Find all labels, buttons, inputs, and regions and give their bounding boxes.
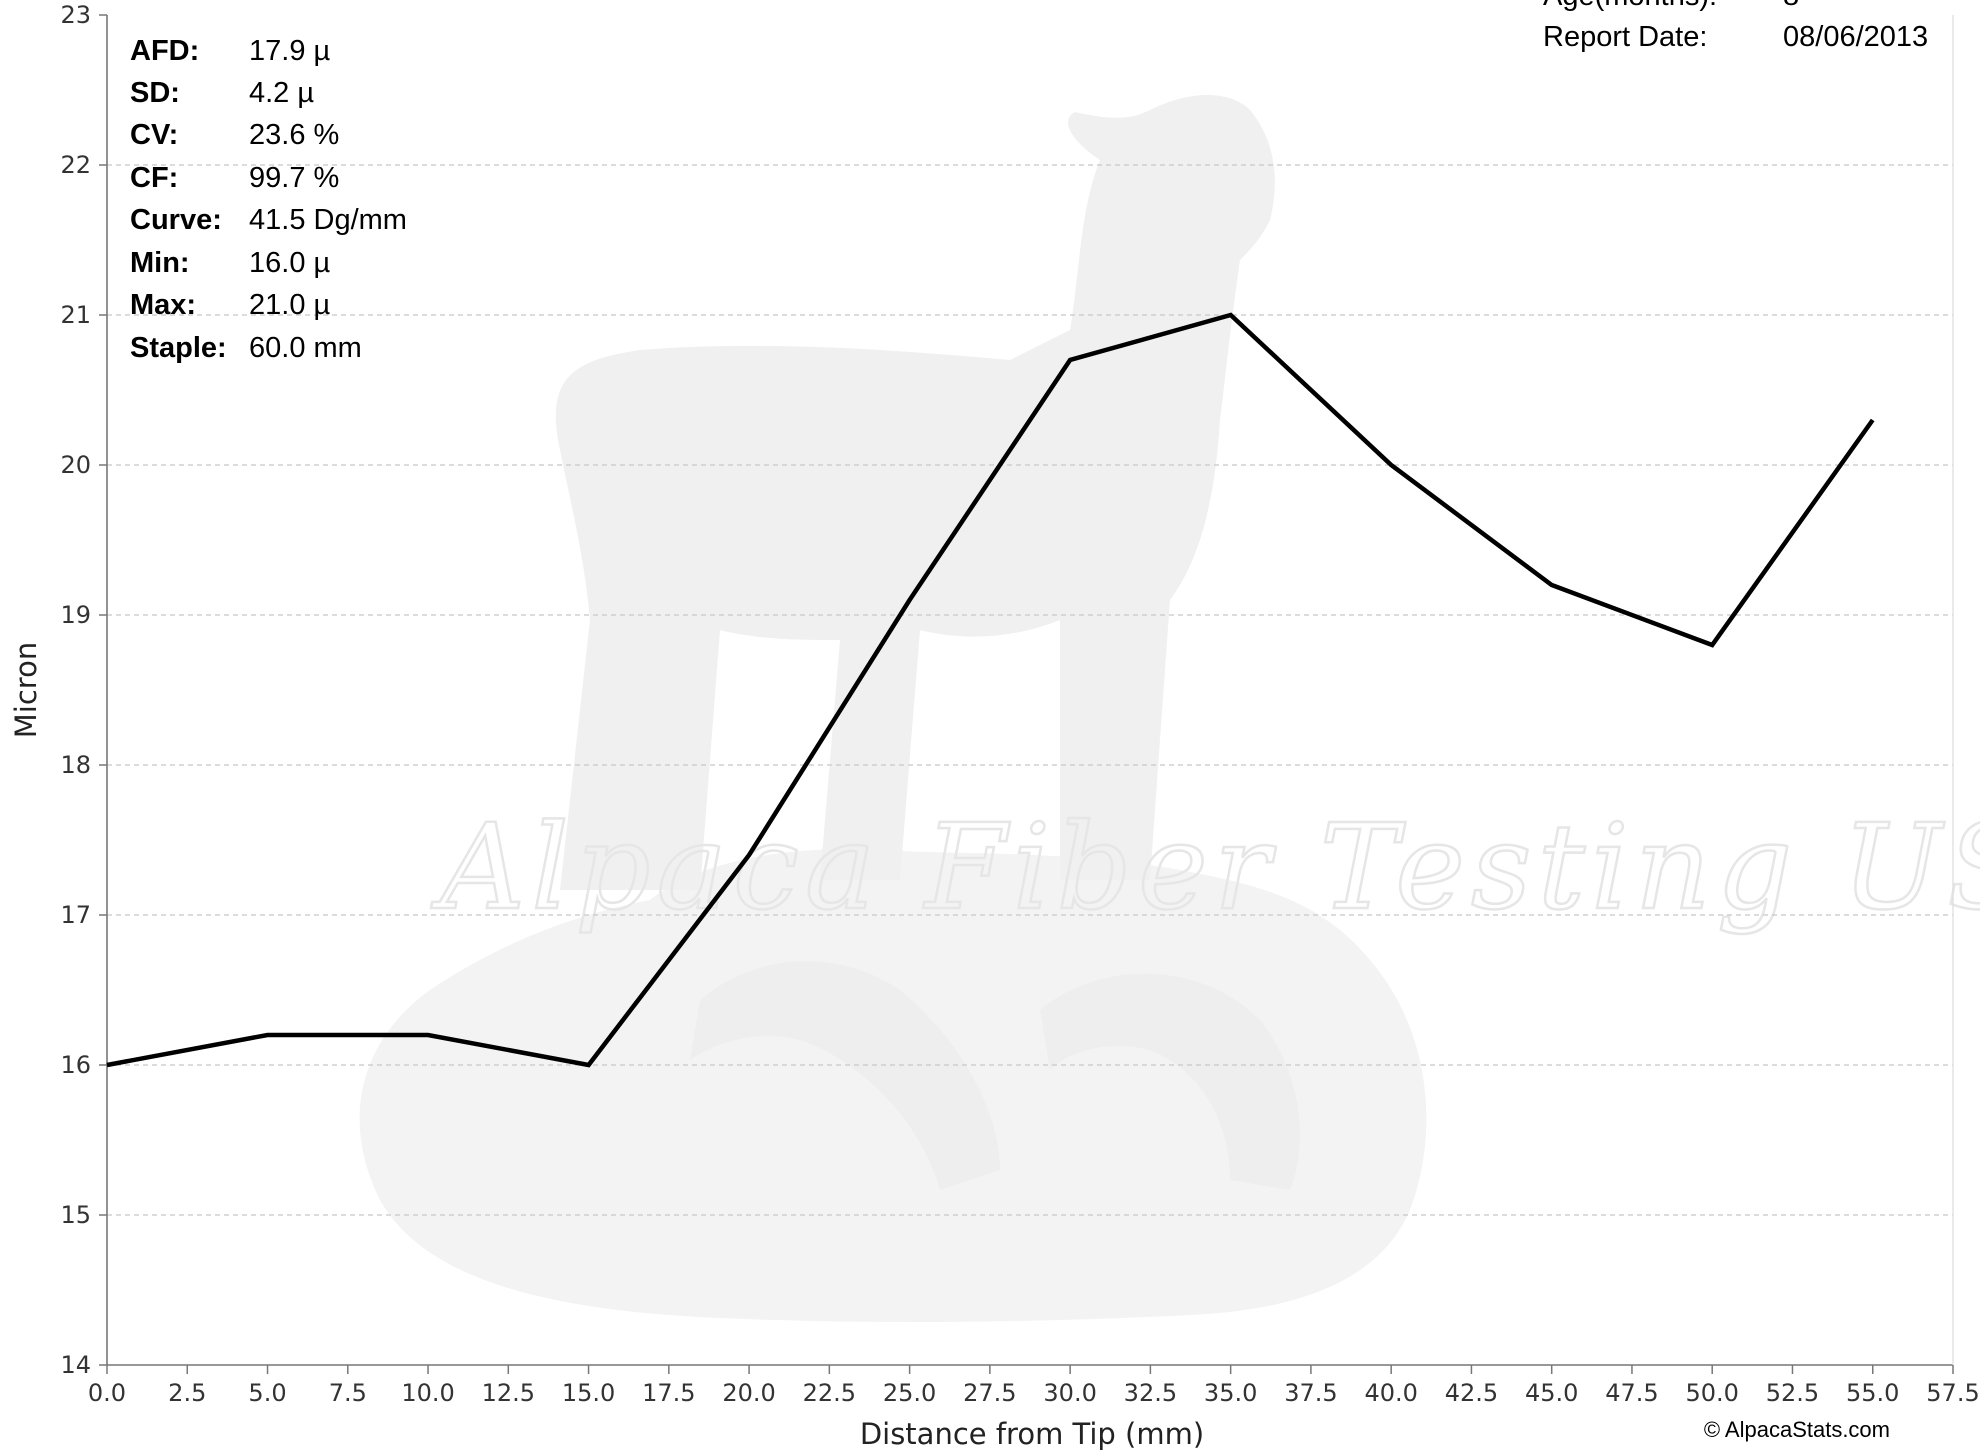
y-tick-label: 20 <box>60 451 91 479</box>
x-tick-label: 22.5 <box>803 1379 856 1407</box>
x-tick-label: 32.5 <box>1124 1379 1177 1407</box>
stat-max-value: 21.0 µ <box>249 289 330 321</box>
x-tick-label: 2.5 <box>168 1379 206 1407</box>
x-axis-ticks: 0.0 2.5 5.0 7.5 10.0 12.5 15.0 17.5 20.0 22.5 25.0… <box>88 1365 1980 1407</box>
stat-min-value: 16.0 µ <box>249 247 330 279</box>
x-tick-label: 37.5 <box>1284 1379 1337 1407</box>
report-info: Age(months): 8 Report Date: 08/06/2013 <box>1543 0 1928 53</box>
gridlines <box>107 164 1953 1216</box>
age-label: Age(months): <box>1543 0 1717 12</box>
x-tick-label: 27.5 <box>963 1379 1016 1407</box>
x-tick-label: 7.5 <box>329 1379 367 1407</box>
x-tick-label: 57.5 <box>1926 1379 1979 1407</box>
x-tick-label: 15.0 <box>562 1379 615 1407</box>
copyright-label: © AlpacaStats.com <box>1704 1417 1890 1442</box>
x-axis-title: Distance from Tip (mm) <box>860 1417 1204 1451</box>
x-tick-label: 52.5 <box>1766 1379 1819 1407</box>
x-tick-label: 17.5 <box>642 1379 695 1407</box>
x-tick-label: 40.0 <box>1364 1379 1417 1407</box>
stat-cv-value: 23.6 % <box>249 119 339 151</box>
stat-sd-value: 4.2 µ <box>249 77 314 109</box>
stat-staple-label: Staple: <box>130 332 227 364</box>
x-tick-label: 12.5 <box>482 1379 535 1407</box>
stat-curve-label: Curve: <box>130 204 222 236</box>
report-date-value: 08/06/2013 <box>1783 21 1928 53</box>
stat-afd-label: AFD: <box>130 35 199 67</box>
x-tick-label: 47.5 <box>1605 1379 1658 1407</box>
x-tick-label: 55.0 <box>1846 1379 1899 1407</box>
x-tick-label: 10.0 <box>401 1379 454 1407</box>
x-tick-label: 5.0 <box>248 1379 286 1407</box>
y-tick-label: 18 <box>60 751 91 779</box>
x-tick-label: 30.0 <box>1043 1379 1096 1407</box>
alpaca-watermark-image: Alpaca Fiber Testing USA <box>359 95 1980 1322</box>
y-tick-label: 21 <box>60 301 91 329</box>
stat-max-label: Max: <box>130 289 196 321</box>
x-tick-label: 20.0 <box>722 1379 775 1407</box>
y-tick-label: 15 <box>60 1201 91 1229</box>
stat-cv-label: CV: <box>130 119 178 151</box>
y-tick-label: 14 <box>60 1351 91 1379</box>
x-tick-label: 45.0 <box>1525 1379 1578 1407</box>
axes <box>106 15 1954 1366</box>
y-tick-label: 16 <box>60 1051 91 1079</box>
stat-cf-value: 99.7 % <box>249 162 339 194</box>
series-line-0 <box>106 312 1875 1068</box>
y-axis-ticks: 14 15 16 17 18 19 20 21 22 23 <box>60 1 107 1379</box>
y-axis-title: Micron <box>9 642 43 738</box>
x-tick-label: 25.0 <box>883 1379 936 1407</box>
x-tick-label: 35.0 <box>1204 1379 1257 1407</box>
stat-sd-label: SD: <box>130 77 180 109</box>
y-tick-label: 19 <box>60 601 91 629</box>
stats-panel: AFD: 17.9 µ SD: 4.2 µ CV: 23.6 % CF: 99.… <box>130 35 407 364</box>
stat-staple-value: 60.0 mm <box>249 332 362 364</box>
stat-min-label: Min: <box>130 247 190 279</box>
y-tick-label: 23 <box>60 1 91 29</box>
watermark-label: Alpaca Fiber Testing USA <box>431 798 1980 936</box>
y-tick-label: 17 <box>60 901 91 929</box>
stat-cf-label: CF: <box>130 162 178 194</box>
y-tick-label: 22 <box>60 151 91 179</box>
x-tick-label: 0.0 <box>88 1379 126 1407</box>
stat-afd-value: 17.9 µ <box>249 35 330 67</box>
stat-curve-value: 41.5 Dg/mm <box>249 204 407 236</box>
series <box>106 312 1875 1068</box>
x-tick-label: 50.0 <box>1685 1379 1738 1407</box>
report-date-label: Report Date: <box>1543 21 1707 53</box>
x-tick-label: 42.5 <box>1445 1379 1498 1407</box>
age-value: 8 <box>1783 0 1799 12</box>
